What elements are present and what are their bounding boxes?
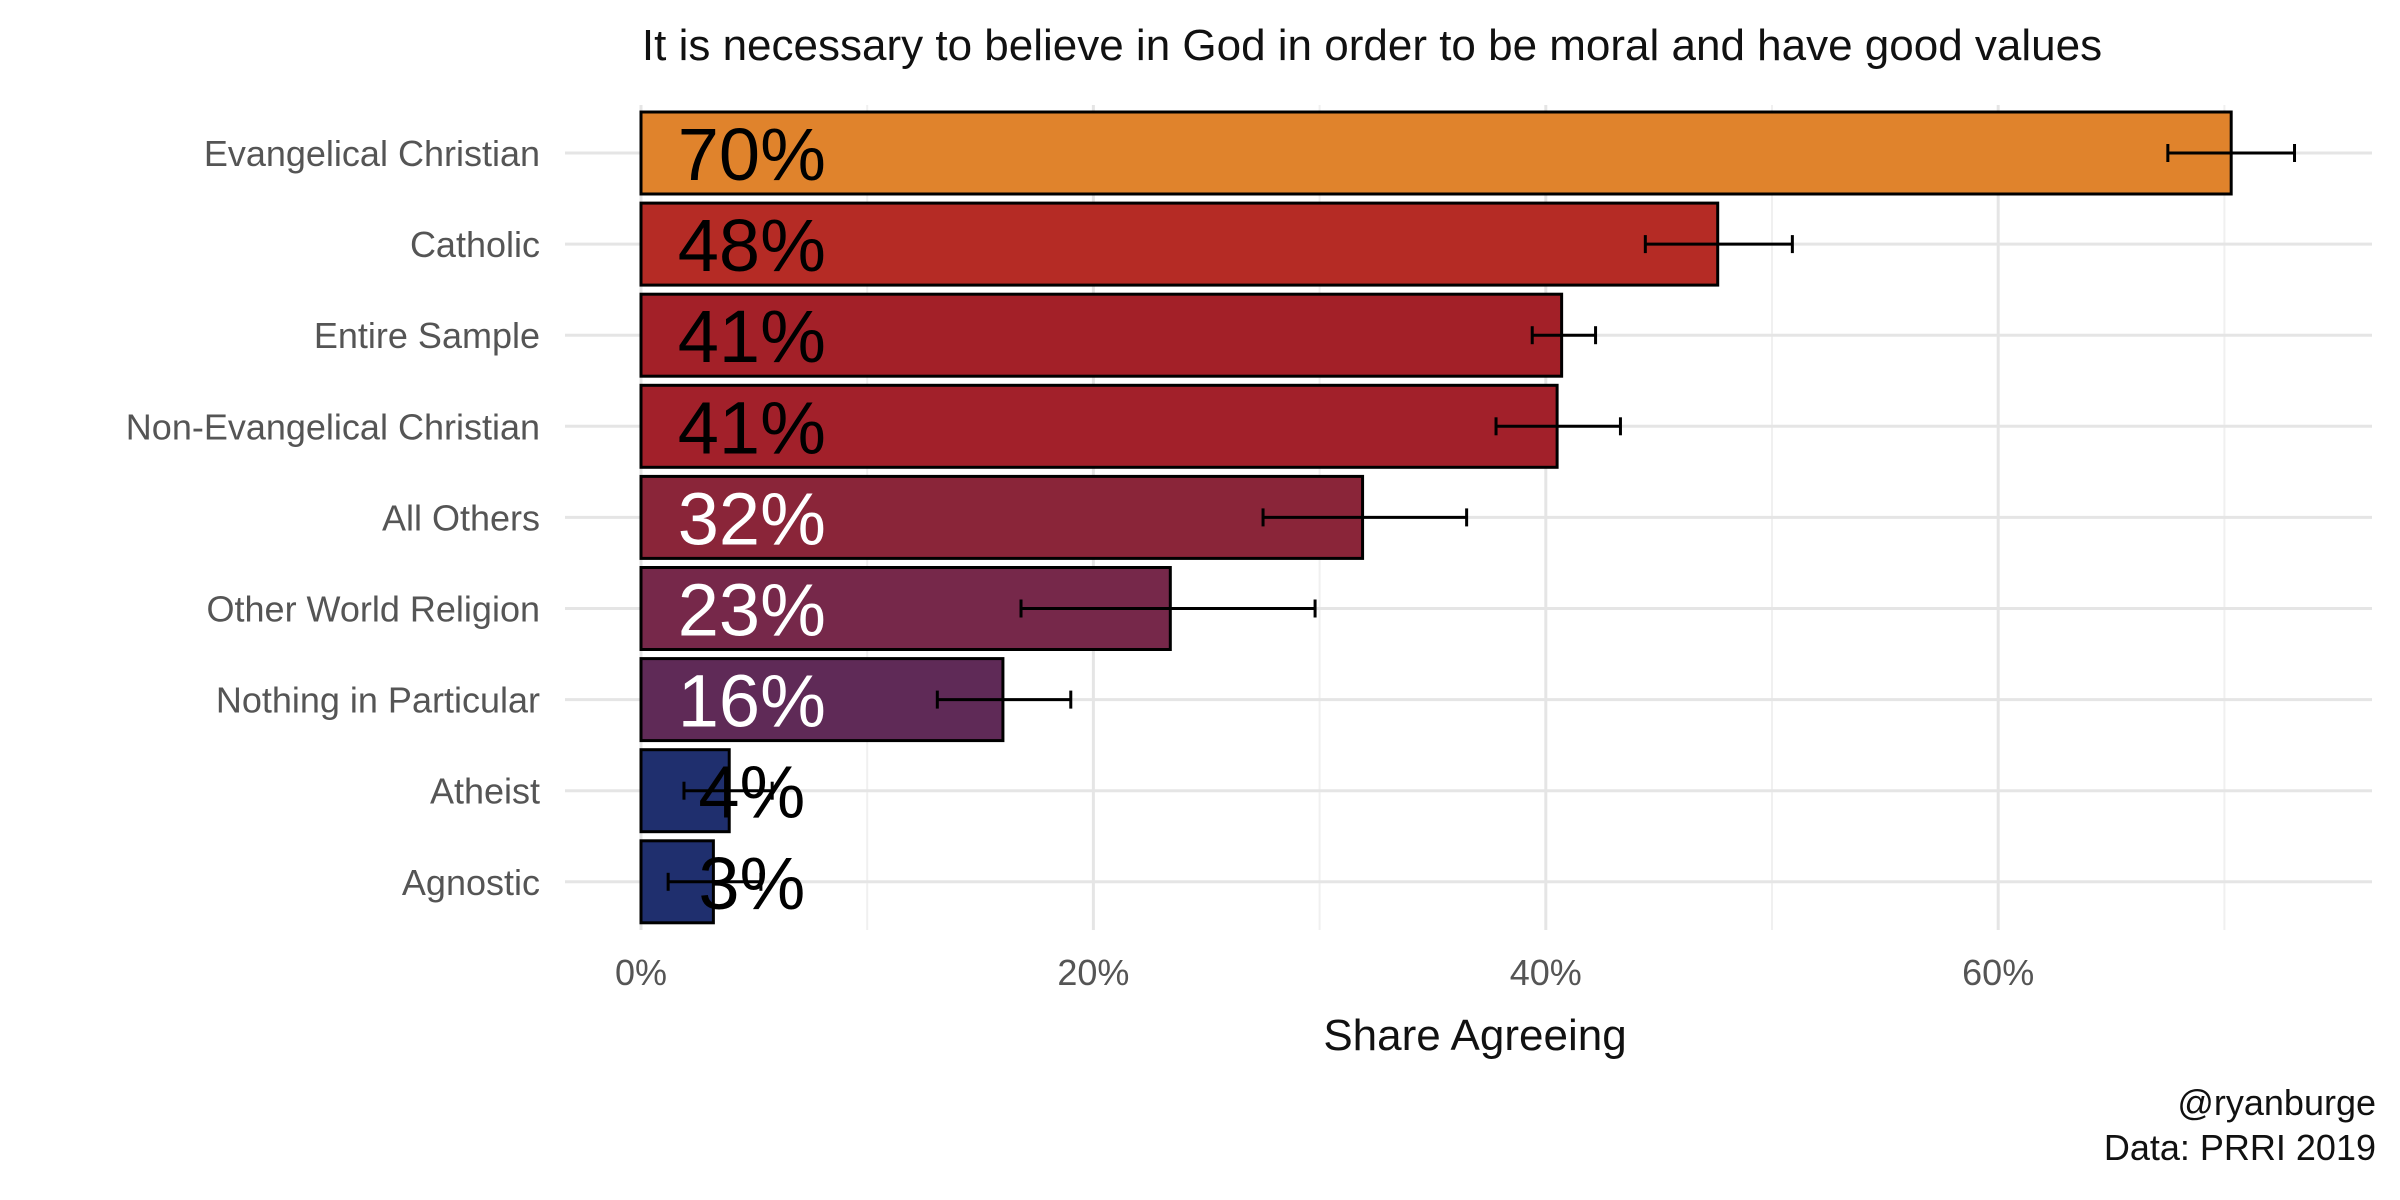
bar-group: 32% — [639, 474, 1469, 560]
bar — [639, 110, 2233, 196]
bar-value-label: 70% — [678, 113, 826, 196]
x-axis-ticks: 0% 20% 40% 60% — [615, 952, 2034, 993]
x-tick-label: 40% — [1510, 952, 1582, 993]
bar-group: 41% — [639, 383, 1622, 469]
y-category-label: Non-Evangelical Christian — [126, 406, 540, 447]
caption-author: @ryanburge — [2177, 1082, 2376, 1123]
bar — [639, 201, 1720, 287]
bar-value-label: 48% — [678, 204, 826, 287]
y-category-label: Evangelical Christian — [204, 133, 540, 174]
bar-value-label: 16% — [678, 660, 826, 743]
bar-group: 48% — [639, 201, 1794, 287]
bar-group: 4% — [639, 748, 805, 834]
chart-title: It is necessary to believe in God in ord… — [642, 21, 2102, 70]
bars: 70%48%41%41%32%23%16%4%3% — [639, 110, 2297, 925]
bar-group: 23% — [639, 566, 1317, 652]
bar-value-label: 41% — [678, 386, 826, 469]
bar-value-label: 32% — [678, 477, 826, 560]
y-category-label: Catholic — [410, 224, 540, 265]
y-category-label: Other World Religion — [207, 589, 540, 630]
y-axis-labels: Evangelical Christian Catholic Entire Samp… — [126, 133, 540, 903]
bar-group: 16% — [639, 657, 1073, 743]
bar-value-label: 41% — [678, 295, 826, 378]
x-axis-title: Share Agreeing — [1323, 1011, 1626, 1060]
y-category-label: Entire Sample — [314, 315, 540, 356]
bar-value-label: 23% — [678, 569, 826, 652]
y-category-label: Nothing in Particular — [216, 680, 540, 721]
x-tick-label: 0% — [615, 952, 667, 993]
bar-group: 41% — [639, 292, 1598, 378]
bar — [639, 292, 1564, 378]
y-category-label: All Others — [382, 497, 540, 538]
y-category-label: Agnostic — [402, 862, 540, 903]
bar — [639, 383, 1559, 469]
bar-group: 70% — [639, 110, 2297, 196]
x-tick-label: 60% — [1962, 952, 2034, 993]
x-tick-label: 20% — [1057, 952, 1129, 993]
bar — [639, 474, 1365, 560]
y-category-label: Atheist — [430, 771, 540, 812]
caption-source: Data: PRRI 2019 — [2104, 1127, 2376, 1168]
bar-group: 3% — [639, 839, 805, 925]
